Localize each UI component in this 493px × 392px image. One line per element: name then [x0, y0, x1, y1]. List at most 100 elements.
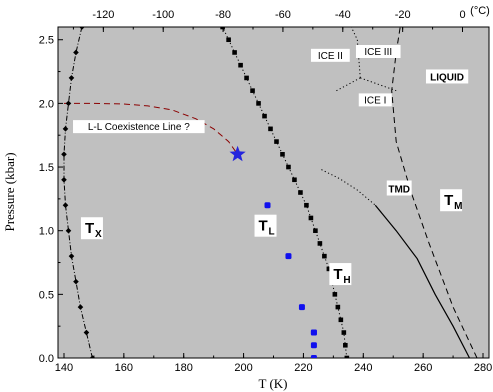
- point-t-x: [62, 126, 69, 132]
- point-t-l: [285, 253, 292, 260]
- top-tick-label: -100: [152, 9, 174, 21]
- series-line-t-m: [391, 27, 478, 358]
- curve-label-sub: M: [454, 201, 462, 212]
- curve-label-box: [329, 263, 352, 286]
- curve-label-sub: L: [269, 227, 275, 238]
- annotation-text: L-L Coexistence Line ?: [88, 122, 190, 133]
- point-t-x: [61, 151, 67, 158]
- point-t-x: [79, 27, 85, 30]
- annotation-box: [310, 48, 350, 62]
- point-t-h: [344, 355, 350, 358]
- point-t-x: [83, 329, 90, 336]
- point-t-h: [332, 292, 338, 297]
- top-tick-label: -20: [395, 9, 411, 21]
- top-tick-label: 0: [459, 9, 465, 21]
- point-t-x: [65, 227, 72, 234]
- labels-layer: 140 160 180 200 220 240 260 280 0.0 0.5 1.0 1.5 2.0 2…: [39, 9, 492, 374]
- curve-label-box: [440, 189, 463, 212]
- x-tick-label: 280: [474, 362, 492, 374]
- point-t-h: [208, 0, 213, 4]
- annotation-box: [358, 93, 392, 107]
- annotation-text: TMD: [388, 185, 410, 196]
- series-line-ice-iii-liquid: [360, 77, 397, 92]
- annotation-box: [425, 69, 469, 84]
- y-tick-label: 0.5: [39, 289, 54, 301]
- annotation-ice-iii: ICE III: [355, 45, 401, 59]
- markers-layer: [61, 0, 350, 358]
- top-tick-label: -80: [215, 9, 231, 21]
- point-t-h: [341, 330, 347, 335]
- annotation-l-l-coexistence-line: L-L Coexistence Line ?: [73, 120, 205, 134]
- point-t-l: [298, 304, 305, 311]
- point-t-x: [61, 176, 67, 183]
- point-t-h: [326, 266, 332, 272]
- annotation-box: [386, 180, 412, 196]
- annotation-liquid: LIQUID: [425, 69, 469, 84]
- top-tick-label: -120: [92, 9, 114, 21]
- point-t-l: [310, 342, 317, 349]
- point-t-h: [244, 75, 249, 81]
- x-tick-label: 260: [414, 362, 432, 374]
- x-tick-label: 240: [354, 362, 372, 374]
- curve-label-sub: X: [95, 229, 102, 240]
- curve-label-main: T: [259, 218, 268, 235]
- point-t-l: [310, 329, 317, 336]
- series-line-metastable-extension: [321, 169, 376, 206]
- x-tick-label: 160: [115, 362, 133, 374]
- ticks-layer: [58, 27, 484, 359]
- point-t-x: [68, 75, 75, 81]
- point-t-h: [335, 304, 341, 310]
- curve-label-box: [80, 217, 103, 240]
- point-t-h: [317, 241, 323, 246]
- point-t-h: [313, 228, 318, 233]
- point-t-h: [343, 342, 348, 348]
- y-tick-label: 1.0: [39, 226, 54, 238]
- point-t-x: [73, 49, 79, 56]
- series-line-tmd: [374, 204, 471, 358]
- annotation-tmd: TMD: [386, 180, 412, 196]
- point-t-h: [338, 317, 344, 323]
- point-t-h: [262, 113, 267, 119]
- y-tick-label: 1.5: [39, 162, 54, 174]
- point-t-h: [298, 190, 303, 195]
- point-t-x: [73, 278, 79, 285]
- top-tick-label: -60: [275, 9, 291, 21]
- annotation-text: ICE III: [364, 47, 392, 58]
- point-t-h: [268, 126, 273, 132]
- point-t-x: [77, 304, 84, 310]
- point-t-h: [286, 164, 291, 170]
- point-t-h: [322, 253, 327, 259]
- point-t-h: [292, 177, 297, 183]
- point-t-h: [238, 62, 243, 68]
- plot-background: [57, 26, 490, 359]
- point-critical-star: [229, 145, 246, 162]
- point-t-x: [68, 253, 75, 259]
- point-t-h: [308, 215, 314, 221]
- point-t-x: [65, 100, 72, 107]
- annotation-text: ICE I: [364, 95, 386, 106]
- x-tick-label: 180: [175, 362, 193, 374]
- point-t-h: [274, 139, 279, 144]
- annotation-ice-i: ICE I: [358, 93, 392, 107]
- top-tick-label: -40: [335, 9, 351, 21]
- curve-label-main: T: [444, 192, 453, 209]
- series-line-ice-boundaries: [336, 77, 361, 92]
- annotation-text: ICE II: [318, 51, 343, 62]
- y-tick-label: 2.5: [39, 35, 54, 47]
- point-t-h: [226, 37, 231, 43]
- annotation-ice-ii: ICE II: [310, 48, 350, 62]
- curve-label-main: T: [333, 266, 342, 283]
- curve-label-main: T: [85, 220, 94, 237]
- annotation-box: [355, 45, 401, 59]
- x-tick-label: 200: [234, 362, 252, 374]
- curve-label-sub: H: [343, 275, 350, 286]
- x-tick-label: 140: [55, 362, 73, 374]
- x-axis-title: T (K): [258, 376, 287, 391]
- point-t-h: [304, 202, 309, 208]
- annotation-box: [73, 120, 205, 134]
- point-t-h: [250, 88, 255, 93]
